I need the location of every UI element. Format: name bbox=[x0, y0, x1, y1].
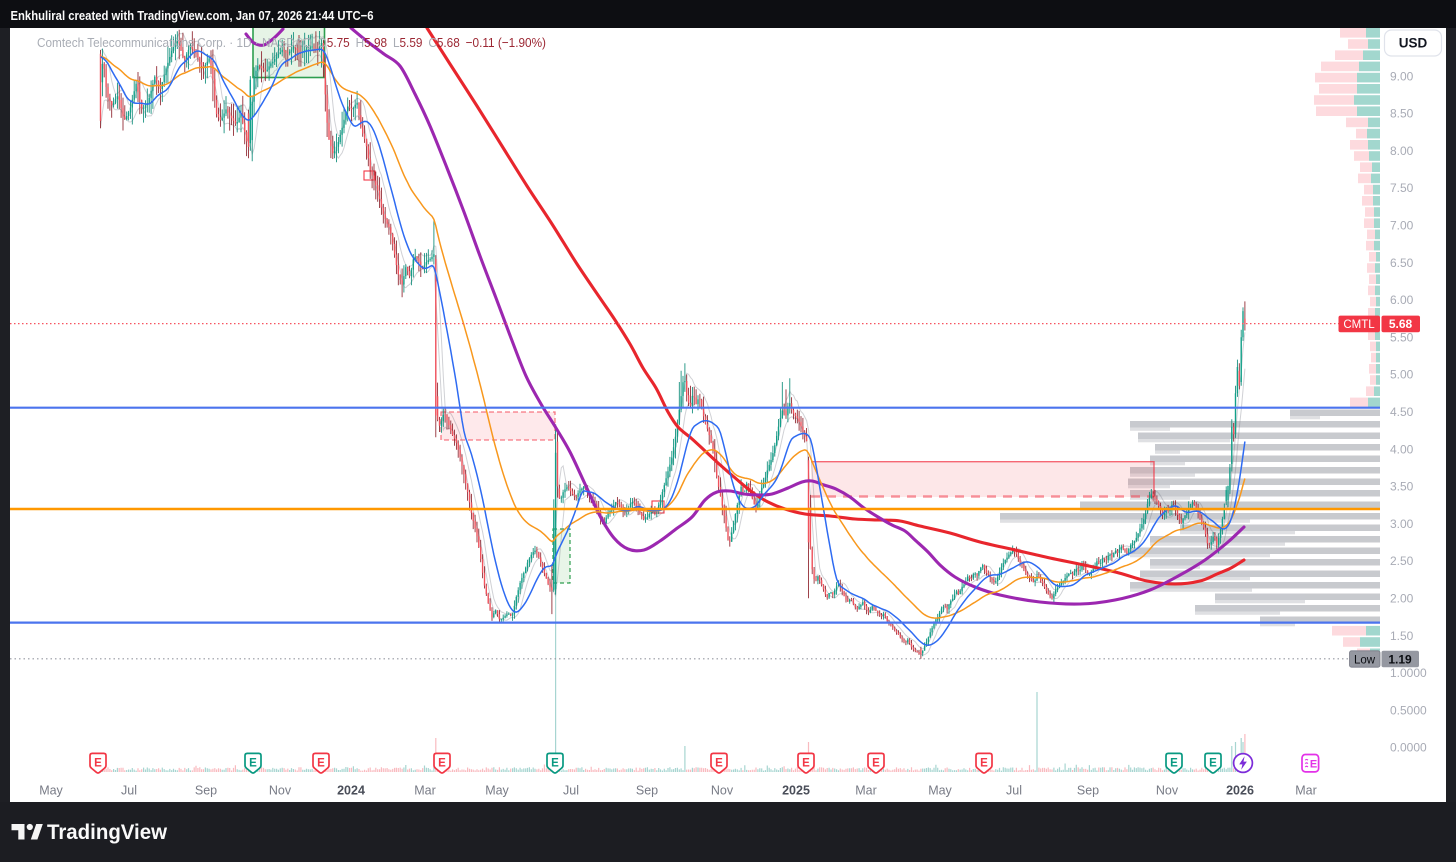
svg-text:2.00: 2.00 bbox=[1390, 592, 1414, 606]
svg-text:0.5000: 0.5000 bbox=[1390, 703, 1427, 717]
svg-text:Sep: Sep bbox=[195, 784, 217, 798]
svg-text:E: E bbox=[872, 758, 880, 770]
svg-text:USD: USD bbox=[1399, 36, 1428, 51]
svg-text:Low: Low bbox=[1354, 654, 1376, 666]
svg-text:1.19: 1.19 bbox=[1388, 653, 1412, 667]
svg-text:Nov: Nov bbox=[711, 784, 734, 798]
svg-text:6.50: 6.50 bbox=[1390, 256, 1414, 270]
svg-text:E: E bbox=[802, 758, 810, 770]
svg-text:7.50: 7.50 bbox=[1390, 181, 1414, 195]
svg-text:4.50: 4.50 bbox=[1390, 405, 1414, 419]
svg-text:5.00: 5.00 bbox=[1390, 368, 1414, 382]
svg-text:Sep: Sep bbox=[1077, 784, 1099, 798]
svg-text:Jul: Jul bbox=[563, 784, 579, 798]
svg-text:2025: 2025 bbox=[782, 784, 810, 798]
svg-text:Jul: Jul bbox=[121, 784, 137, 798]
svg-text:Nov: Nov bbox=[269, 784, 292, 798]
svg-text:May: May bbox=[39, 784, 63, 798]
svg-text:3.50: 3.50 bbox=[1390, 480, 1414, 494]
svg-text:Mar: Mar bbox=[414, 784, 436, 798]
svg-text:Jul: Jul bbox=[1006, 784, 1022, 798]
svg-text:E: E bbox=[249, 758, 257, 770]
svg-text:8.00: 8.00 bbox=[1390, 144, 1414, 158]
svg-text:E: E bbox=[1310, 758, 1317, 770]
svg-text:E: E bbox=[715, 758, 723, 770]
svg-text:E: E bbox=[1170, 758, 1178, 770]
svg-text:Mar: Mar bbox=[1295, 784, 1317, 798]
svg-text:1.0000: 1.0000 bbox=[1390, 666, 1427, 680]
svg-text:6.00: 6.00 bbox=[1390, 293, 1414, 307]
svg-text:Sep: Sep bbox=[636, 784, 658, 798]
svg-text:Comtech Telecommunications Cor: Comtech Telecommunications Corp. · 1D · … bbox=[37, 35, 546, 50]
svg-text:0.0000: 0.0000 bbox=[1390, 741, 1427, 755]
svg-text:E: E bbox=[317, 758, 325, 770]
svg-text:7.00: 7.00 bbox=[1390, 219, 1414, 233]
svg-text:1.50: 1.50 bbox=[1390, 629, 1414, 643]
svg-text:8.50: 8.50 bbox=[1390, 107, 1414, 121]
svg-text:5.50: 5.50 bbox=[1390, 330, 1414, 344]
svg-text:2026: 2026 bbox=[1226, 784, 1254, 798]
svg-text:E: E bbox=[551, 758, 559, 770]
svg-text:May: May bbox=[485, 784, 509, 798]
svg-text:TradingView: TradingView bbox=[47, 820, 167, 844]
svg-text:9.00: 9.00 bbox=[1390, 69, 1414, 83]
svg-text:5.68: 5.68 bbox=[1389, 317, 1413, 331]
svg-text:CMTL: CMTL bbox=[1343, 319, 1375, 331]
svg-text:E: E bbox=[438, 758, 446, 770]
svg-text:4.00: 4.00 bbox=[1390, 442, 1414, 456]
svg-text:Mar: Mar bbox=[855, 784, 877, 798]
svg-text:E: E bbox=[94, 758, 102, 770]
svg-text:3.00: 3.00 bbox=[1390, 517, 1414, 531]
svg-text:May: May bbox=[928, 784, 952, 798]
svg-text:E: E bbox=[1209, 758, 1217, 770]
svg-text:E: E bbox=[980, 758, 988, 770]
svg-text:Nov: Nov bbox=[1156, 784, 1179, 798]
svg-text:2.50: 2.50 bbox=[1390, 554, 1414, 568]
svg-text:2024: 2024 bbox=[337, 784, 365, 798]
svg-text:Enkhuliral created with Tradin: Enkhuliral created with TradingView.com,… bbox=[11, 8, 374, 23]
